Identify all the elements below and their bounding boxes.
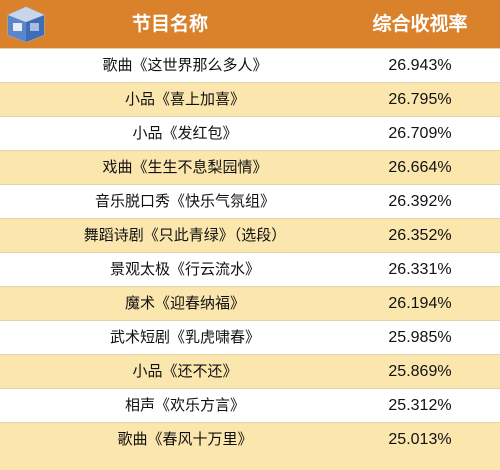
rating-cell: 26.392%: [388, 193, 452, 210]
tv-box-logo-icon: [7, 6, 45, 43]
program-name-cell: 小品《发红包》: [132, 124, 238, 142]
rating-cell: 26.943%: [388, 57, 452, 74]
table-row: 小品《喜上加喜》 26.795%: [0, 82, 500, 116]
table-row: 歌曲《这世界那么多人》 26.943%: [0, 48, 500, 82]
column-header-program-name: 节目名称: [131, 13, 208, 35]
program-name-cell: 小品《喜上加喜》: [124, 90, 245, 108]
program-name-cell: 戏曲《生生不息梨园情》: [102, 158, 268, 176]
table-row: 魔术《迎春纳福》 26.194%: [0, 286, 500, 320]
table-row: 小品《发红包》 26.709%: [0, 116, 500, 150]
rating-cell: 26.664%: [388, 159, 452, 176]
rating-cell: 25.013%: [388, 431, 452, 448]
rating-cell: 25.985%: [388, 329, 452, 346]
table-row: 歌曲《春风十万里》 25.013%: [0, 422, 500, 470]
rating-cell: 26.331%: [388, 261, 452, 278]
rating-cell: 25.869%: [388, 363, 452, 380]
rating-cell: 26.194%: [388, 295, 452, 312]
program-name-cell: 武术短剧《乳虎啸春》: [109, 328, 260, 346]
program-name-cell: 相声《欢乐方言》: [124, 396, 245, 414]
program-name-cell: 小品《还不还》: [132, 362, 238, 380]
rating-cell: 26.352%: [388, 227, 452, 244]
table-row: 小品《还不还》 25.869%: [0, 354, 500, 388]
rating-cell: 26.795%: [388, 91, 452, 108]
program-name-cell: 歌曲《这世界那么多人》: [102, 56, 268, 74]
program-name-cell: 音乐脱口秀《快乐气氛组》: [94, 192, 275, 210]
table-row: 音乐脱口秀《快乐气氛组》 26.392%: [0, 184, 500, 218]
table-row: 武术短剧《乳虎啸春》 25.985%: [0, 320, 500, 354]
table-row: 舞蹈诗剧《只此青绿》（选段） 26.352%: [0, 218, 500, 252]
program-name-cell: 景观太极《行云流水》: [109, 260, 260, 278]
column-header-rating: 综合收视率: [372, 13, 468, 35]
table-row: 戏曲《生生不息梨园情》 26.664%: [0, 150, 500, 184]
rating-cell: 25.312%: [388, 397, 452, 414]
table-row: 相声《欢乐方言》 25.312%: [0, 388, 500, 422]
program-name-cell: 舞蹈诗剧《只此青绿》（选段）: [83, 226, 287, 244]
program-name-cell: 魔术《迎春纳福》: [124, 294, 245, 312]
table-header: 节目名称 综合收视率: [0, 0, 500, 48]
program-name-cell: 歌曲《春风十万里》: [117, 430, 253, 448]
rating-cell: 26.709%: [388, 125, 452, 142]
table-row: 景观太极《行云流水》 26.331%: [0, 252, 500, 286]
